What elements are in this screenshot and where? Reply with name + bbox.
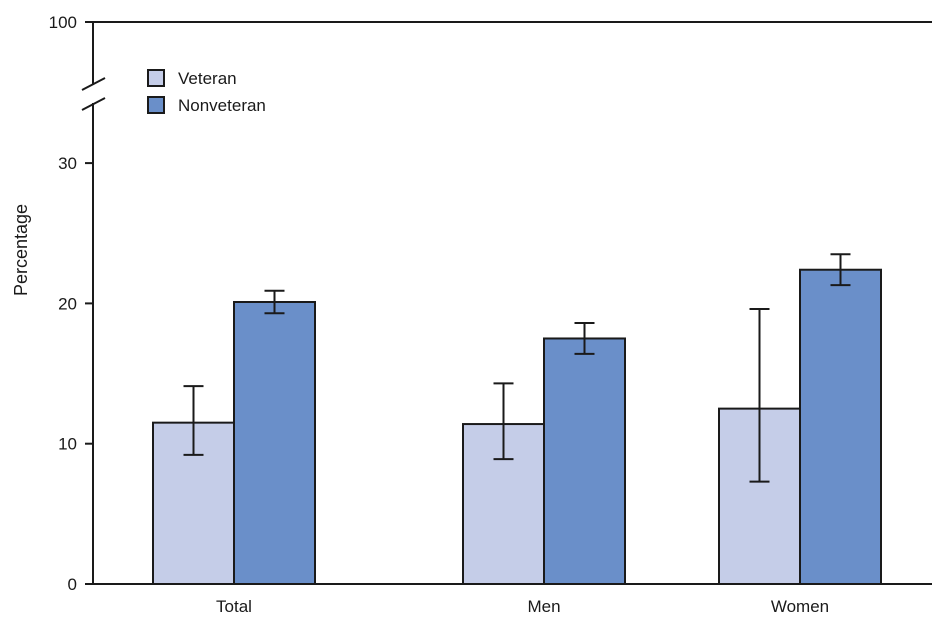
legend-label-nonveteran: Nonveteran <box>178 96 266 115</box>
y-tick-label: 100 <box>49 13 77 32</box>
y-tick-label: 30 <box>58 154 77 173</box>
bars <box>152 268 882 586</box>
legend-swatch-nonveteran <box>147 96 165 114</box>
error-bars <box>183 253 851 483</box>
legend: Veteran Nonveteran <box>147 69 266 115</box>
legend-swatch-veteran <box>147 69 165 87</box>
y-axis-title: Percentage <box>11 204 31 296</box>
bar-nonveteran-total <box>233 300 316 585</box>
x-category-label: Total <box>216 597 252 616</box>
axes: 0 10 20 30 100 Total Men Women <box>49 13 932 616</box>
legend-label-veteran: Veteran <box>178 69 237 88</box>
x-category-label: Women <box>771 597 829 616</box>
y-tick-label: 10 <box>58 435 77 454</box>
axis-break-mark-lower <box>81 97 106 111</box>
bar-nonveteran-women <box>799 268 882 585</box>
axis-break-mark-upper <box>81 77 106 91</box>
x-category-label: Men <box>527 597 560 616</box>
bar-nonveteran-men <box>543 337 626 585</box>
y-tick-label: 0 <box>68 575 77 594</box>
y-tick-label: 20 <box>58 294 77 313</box>
